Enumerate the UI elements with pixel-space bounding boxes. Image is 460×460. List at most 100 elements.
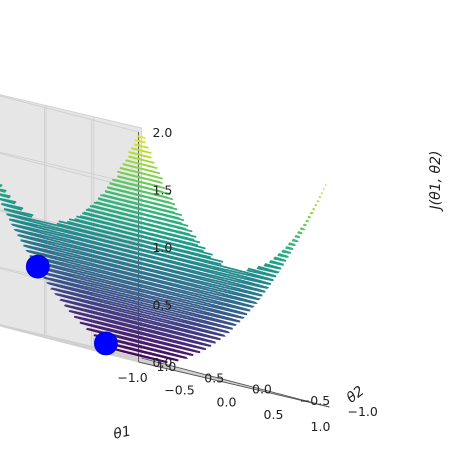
contour-line — [117, 175, 166, 190]
y-tick-label: 0.5 — [204, 370, 224, 385]
contour-line — [76, 215, 206, 250]
contour-line — [79, 215, 199, 246]
contour-line — [13, 228, 266, 293]
contour-line — [82, 212, 201, 244]
contour-line — [68, 310, 212, 347]
contour-line — [17, 234, 263, 297]
contour-line — [74, 315, 206, 351]
z-tick-label: 1.0 — [153, 240, 173, 255]
contour-line — [269, 260, 284, 266]
contour-line — [0, 197, 17, 205]
contour-line — [1, 203, 24, 211]
y-tick-label: −0.5 — [300, 393, 330, 408]
contour-line — [56, 222, 222, 266]
gradient-descent-points — [25, 254, 118, 356]
contour-line — [83, 211, 195, 241]
grid-line — [0, 151, 142, 186]
contour-line — [25, 249, 255, 308]
contour-line — [3, 208, 34, 218]
contour-line — [69, 218, 213, 256]
grid-line — [0, 152, 139, 190]
contour-line — [122, 163, 161, 175]
contour-line — [305, 219, 309, 223]
contour-line — [112, 178, 171, 195]
contour-line — [79, 321, 201, 354]
contour-lines — [0, 135, 327, 364]
grid-line — [0, 94, 142, 129]
contour-line — [137, 135, 146, 139]
contour-line — [273, 256, 287, 262]
contour-line — [288, 242, 296, 247]
tick-labels: −1.0−0.50.00.51.0−1.0−0.50.00.51.00.00.5… — [117, 125, 378, 434]
contour-line — [93, 201, 189, 227]
contour-line — [246, 267, 277, 278]
contour-line — [64, 304, 216, 344]
contour-line — [107, 186, 176, 206]
grid-line — [0, 209, 142, 244]
grid-line — [0, 324, 187, 374]
contour-line — [281, 249, 292, 254]
contour-line — [277, 253, 289, 258]
x-tick-label: 0.0 — [217, 395, 237, 410]
y-tick-label: −1.0 — [348, 404, 378, 419]
y-tick-label: 1.0 — [157, 359, 177, 374]
x-tick-label: −1.0 — [117, 370, 147, 385]
contour-line — [6, 213, 274, 282]
z-tick-label: 1.5 — [153, 183, 173, 198]
contour-line — [43, 276, 237, 327]
x-axis-line — [141, 357, 330, 408]
contour-line — [294, 234, 301, 239]
contour-line — [100, 194, 183, 216]
contour-line — [297, 231, 303, 235]
grid-line — [45, 335, 235, 385]
contour-line — [35, 265, 245, 319]
contour-line — [128, 155, 155, 164]
contour-line — [307, 215, 311, 219]
descent-point — [94, 331, 118, 356]
contour-line — [49, 287, 231, 334]
x-tick-label: 0.5 — [264, 407, 284, 422]
z-tick-label: 0.5 — [153, 298, 173, 313]
contour-line — [98, 198, 185, 222]
contour-line — [105, 190, 178, 211]
contour-line — [109, 182, 174, 201]
contour-line — [256, 265, 281, 274]
contour-line — [59, 298, 221, 341]
contour-line — [53, 293, 227, 337]
x-tick-label: −0.5 — [164, 382, 194, 397]
z-tick-label: 2.0 — [153, 125, 173, 140]
contour-line — [20, 239, 261, 301]
contour-line — [29, 255, 251, 312]
contour-line — [291, 238, 300, 243]
contour-line — [74, 218, 204, 252]
contour-line — [9, 218, 271, 285]
y-axis-line — [138, 361, 330, 408]
contour-line — [302, 223, 307, 227]
contour-line — [89, 205, 193, 233]
x-tick-label: 1.0 — [311, 419, 331, 434]
contour-line — [23, 244, 258, 304]
contour-line — [285, 246, 294, 250]
grid-line — [93, 346, 282, 397]
contour-line — [119, 167, 163, 180]
contour-line — [309, 211, 315, 215]
contour-line — [39, 271, 241, 323]
z-axis-label: J(θ1, θ2) — [428, 151, 444, 213]
z-tick-label: 0.0 — [153, 355, 173, 370]
y-tick-label: 0.0 — [252, 382, 272, 397]
contour-line — [120, 171, 163, 184]
contour-line — [299, 227, 306, 231]
contour-line — [134, 143, 149, 149]
descent-point — [25, 254, 50, 279]
contour-line — [45, 282, 233, 330]
contour-line — [131, 147, 152, 154]
contour-line — [67, 220, 212, 259]
contour-line — [85, 208, 197, 238]
contour-line — [33, 260, 248, 316]
contour-line — [10, 223, 270, 289]
contour-line — [112, 347, 168, 364]
contour-line — [58, 220, 224, 263]
grid-line — [0, 95, 139, 133]
x-axis-label: θ1 — [112, 423, 132, 442]
